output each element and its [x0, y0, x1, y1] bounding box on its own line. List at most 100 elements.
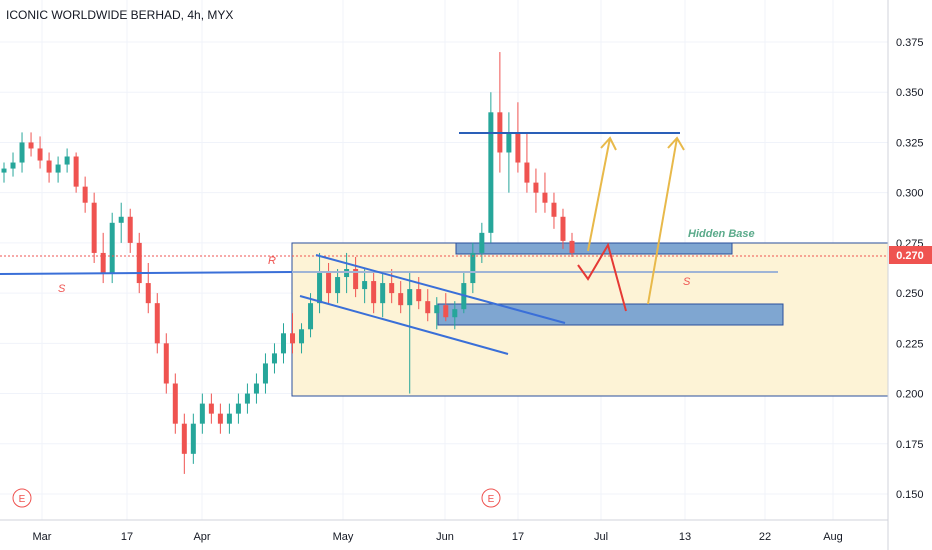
candle-body — [398, 293, 404, 306]
candle-body — [172, 383, 178, 424]
candle-body — [244, 393, 250, 404]
candle-body — [46, 160, 52, 173]
candle-body — [145, 283, 151, 304]
candle-body — [262, 363, 268, 384]
candle-body — [136, 242, 142, 284]
candle-body — [524, 162, 530, 183]
candle-body — [19, 142, 25, 163]
projection-red-path — [577, 242, 627, 312]
candle-body — [280, 333, 286, 354]
projection-arrow-2 — [647, 137, 678, 305]
earnings-marker-1-label: E — [19, 494, 26, 505]
last-price-tag-text: 0.270 — [896, 250, 924, 262]
y-tick-label: 0.150 — [896, 489, 924, 501]
earnings-marker-2[interactable] — [481, 488, 501, 508]
candle-body — [217, 413, 223, 424]
candle-body — [181, 423, 187, 454]
support-label-right: S — [683, 276, 691, 288]
y-tick-label: 0.300 — [896, 188, 924, 200]
candle-body — [326, 273, 332, 294]
candle-body — [109, 222, 115, 274]
candle-body — [389, 283, 395, 294]
y-tick-label: 0.325 — [896, 137, 924, 149]
candle-body — [335, 277, 341, 294]
last-price-tag: 0.270 — [889, 246, 932, 264]
zones — [291, 242, 889, 397]
candle-body — [371, 281, 377, 304]
y-tick-label: 0.350 — [896, 87, 924, 99]
candle-body — [488, 112, 494, 233]
candle-body — [560, 216, 566, 241]
candle-body — [542, 192, 548, 203]
candle-body — [199, 403, 205, 424]
support-box — [437, 303, 784, 326]
candle-body — [118, 216, 124, 223]
candle-body — [64, 156, 70, 165]
last-price-tag-bg — [889, 246, 932, 264]
candle-body — [73, 156, 79, 187]
candle-body — [208, 403, 214, 414]
projection-arrow-1-head — [600, 136, 617, 151]
candle-body — [100, 252, 106, 274]
candle-body — [91, 202, 97, 253]
y-tick-label: 0.225 — [896, 338, 924, 350]
candle-body — [299, 329, 305, 344]
x-tick-label: 17 — [121, 531, 133, 543]
candle-body — [407, 289, 413, 306]
earnings-markers: E E — [12, 488, 501, 508]
x-tick-label: Apr — [193, 531, 210, 543]
y-tick-label: 0.200 — [896, 389, 924, 401]
x-tick-label: Mar — [33, 531, 52, 543]
support-label-left: S — [58, 283, 66, 295]
candle-body — [425, 301, 431, 314]
x-tick-labels: Mar 17 Apr May Jun 17 Jul 13 22 Aug — [33, 531, 843, 543]
x-tick-label: 17 — [512, 531, 524, 543]
hidden-base-box — [455, 242, 733, 255]
projection-arrow-1 — [587, 137, 611, 252]
projection-arrow-2-head — [667, 136, 685, 151]
drawings: R S S Hidden Base — [0, 132, 888, 355]
x-tick-label: Jul — [594, 531, 608, 543]
candle-body — [362, 281, 368, 290]
y-tick-labels: 0.3750.3500.3250.3000.2750.2500.2250.200… — [896, 37, 924, 501]
x-tick-label: May — [333, 531, 354, 543]
candle-body — [506, 132, 512, 153]
candle-body — [10, 162, 16, 169]
candle-body — [479, 232, 485, 253]
candle-body — [127, 216, 133, 243]
hidden-base-label: Hidden Base — [688, 228, 755, 240]
resistance-label: R — [268, 255, 276, 267]
candle-body — [317, 273, 323, 304]
candle-body — [55, 164, 61, 173]
candle-body — [443, 305, 449, 318]
candles — [1, 52, 575, 474]
wedge-upper-line — [315, 254, 566, 324]
x-tick-label: Jun — [436, 531, 454, 543]
candle-body — [308, 303, 314, 330]
earnings-marker-1[interactable] — [12, 488, 32, 508]
candle-body — [1, 168, 7, 173]
candle-body — [452, 309, 458, 318]
candle-body — [190, 423, 196, 454]
x-tick-label: 13 — [679, 531, 691, 543]
support-line — [0, 271, 293, 275]
chart-title: ICONIC WORLDWIDE BERHAD, 4h, MYX — [6, 8, 233, 22]
candle-body — [271, 353, 277, 364]
candle-body — [163, 343, 169, 384]
x-tick-label: 22 — [759, 531, 771, 543]
candle-body — [253, 383, 259, 394]
candle-body — [28, 142, 34, 149]
candle-body — [380, 283, 386, 304]
y-tick-label: 0.375 — [896, 37, 924, 49]
candle-body — [353, 269, 359, 290]
candle-body — [82, 186, 88, 203]
candle-body — [533, 182, 539, 193]
earnings-marker-2-label: E — [488, 494, 495, 505]
candle-body — [226, 413, 232, 424]
y-tick-label: 0.250 — [896, 288, 924, 300]
candle-body — [235, 403, 241, 414]
y-tick-label: 0.175 — [896, 439, 924, 451]
candle-body — [569, 240, 575, 253]
